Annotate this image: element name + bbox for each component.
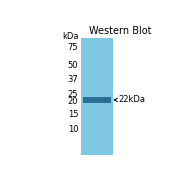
Text: 15: 15 [68, 110, 78, 119]
Text: kDa: kDa [62, 32, 78, 41]
Bar [81, 38, 113, 155]
Text: 22kDa: 22kDa [114, 95, 145, 104]
Bar [83, 97, 111, 103]
Text: 20: 20 [68, 97, 78, 106]
Text: 10: 10 [68, 125, 78, 134]
Text: Western Blot: Western Blot [89, 26, 151, 36]
Text: 37: 37 [68, 75, 78, 84]
Text: 50: 50 [68, 61, 78, 70]
Text: 25: 25 [68, 90, 78, 99]
Text: 75: 75 [68, 43, 78, 52]
